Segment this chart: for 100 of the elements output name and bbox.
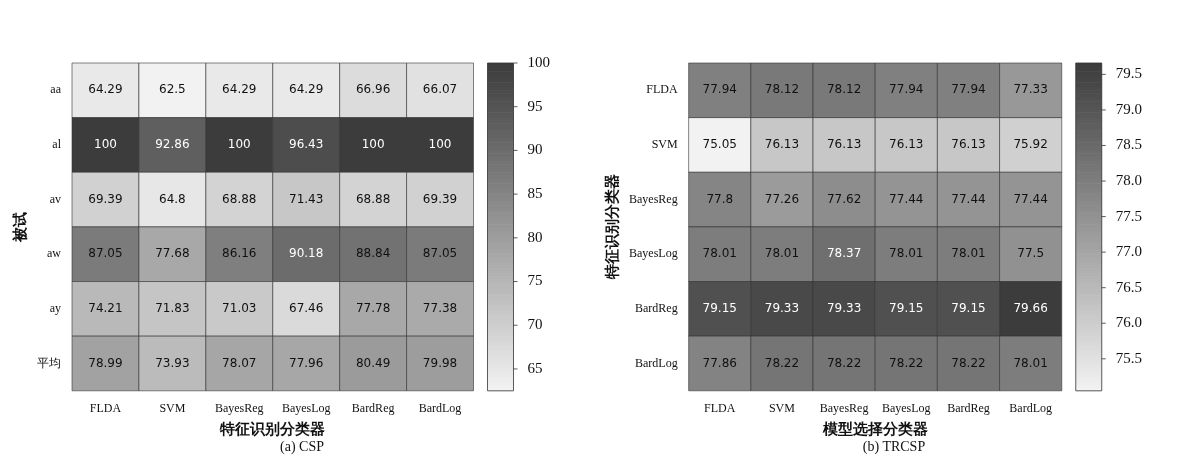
color-bar-label: 77.5 — [1115, 207, 1142, 224]
text: (a) CSP — [280, 439, 325, 456]
data-label: 78.22 — [826, 355, 862, 370]
data-label: 71.43 — [289, 191, 324, 206]
data-label: 78.01 — [702, 246, 737, 261]
data-label: 75.05 — [702, 137, 737, 152]
data-label: 80.49 — [355, 355, 391, 370]
color-bar-label: 90 — [527, 141, 543, 158]
color-bar-label: 76.5 — [1115, 278, 1142, 295]
color-bar-label: 79.5 — [1115, 65, 1142, 82]
x-tick-label: BardReg — [351, 401, 395, 416]
x-tick-label: BayesReg — [214, 401, 264, 416]
color-bar-label: 100 — [527, 53, 550, 70]
data-label: 79.15 — [889, 300, 924, 315]
color-bar-label: 78.5 — [1115, 136, 1142, 153]
y-tick-label: 平均 — [37, 355, 61, 370]
data-label: 76.13 — [826, 137, 862, 152]
data-label: 76.13 — [764, 137, 800, 152]
data-label: 88.84 — [355, 246, 391, 261]
text: (b) TRCSP — [862, 439, 926, 456]
data-label: 78.01 — [764, 246, 800, 261]
data-label: 77.86 — [702, 355, 737, 370]
data-label: 78.12 — [826, 82, 862, 97]
x-tick-label: SVM — [159, 401, 186, 416]
data-label: 79.33 — [764, 300, 800, 315]
x-tick-label: SVM — [768, 401, 796, 416]
y-tick-label: BayesReg — [629, 191, 678, 206]
data-label: 64.29 — [289, 82, 324, 97]
x-tick-label: BayesLog — [281, 401, 331, 416]
data-label: 77.96 — [289, 355, 324, 370]
data-label: 90.18 — [289, 246, 324, 261]
color-bar-label: 85 — [527, 185, 543, 202]
data-label: 77.33 — [1013, 82, 1048, 97]
data-label: 62.5 — [159, 82, 186, 97]
data-label: 87.05 — [422, 246, 458, 261]
data-label: 77.94 — [951, 82, 986, 97]
x-tick-label: BardReg — [947, 401, 990, 416]
data-label: 64.8 — [159, 191, 186, 206]
y-tick-label: FLDA — [646, 82, 678, 97]
color-bar-label: 75.5 — [1115, 349, 1142, 366]
data-label: 66.07 — [422, 82, 458, 97]
color-bar-label: 80 — [527, 228, 543, 245]
color-bar-label: 79.0 — [1115, 100, 1142, 117]
x-tick-label: FLDA — [89, 401, 122, 416]
data-label: 77.44 — [889, 191, 924, 206]
data-label: 78.12 — [764, 82, 800, 97]
y-tick-label: SVM — [651, 137, 678, 152]
y-tick-label: ay — [49, 301, 61, 316]
y-tick-label: BardLog — [635, 355, 678, 370]
data-label: 79.33 — [826, 300, 862, 315]
data-label: 77.44 — [1013, 191, 1048, 206]
data-label: 74.21 — [88, 300, 123, 315]
data-label: 77.94 — [702, 82, 737, 97]
y-tick-label: BayesLog — [629, 246, 678, 261]
data-label: 78.01 — [889, 246, 924, 261]
data-label: 66.96 — [355, 82, 391, 97]
data-label: 86.16 — [222, 246, 257, 261]
color-bar-label: 70 — [527, 316, 543, 333]
data-label: 78.99 — [88, 355, 123, 370]
data-label: 77.8 — [706, 191, 734, 206]
y-tick-label: aw — [47, 246, 62, 261]
y-tick-label: av — [49, 191, 61, 206]
y-tick-label: BardReg — [635, 301, 678, 316]
data-label: 76.13 — [889, 137, 924, 152]
data-label: 77.68 — [155, 246, 190, 261]
color-bar-label: 95 — [527, 97, 543, 114]
data-label: 68.88 — [222, 191, 257, 206]
data-label: 78.22 — [889, 355, 924, 370]
data-label: 78.37 — [826, 246, 862, 261]
data-label: 69.39 — [88, 191, 123, 206]
x-tick-label: BardLog — [418, 401, 462, 416]
data-label: 78.01 — [1013, 355, 1048, 370]
x-axis-title: 模型选择分类器 — [821, 421, 928, 438]
data-label: 100 — [94, 137, 117, 152]
data-label: 77.78 — [355, 300, 391, 315]
y-tick-label: aa — [50, 82, 62, 97]
data-label: 77.5 — [1017, 246, 1045, 261]
data-label: 96.43 — [289, 137, 324, 152]
data-label: 100 — [227, 137, 251, 152]
y-tick-label: al — [52, 137, 62, 152]
data-label: 69.39 — [422, 191, 458, 206]
data-label: 67.46 — [289, 300, 324, 315]
data-label: 79.66 — [1013, 300, 1048, 315]
data-label: 73.93 — [155, 355, 190, 370]
color-bar-label: 77.0 — [1115, 243, 1142, 260]
data-label: 77.94 — [889, 82, 924, 97]
y-axis-title: 特征识别分类器 — [603, 174, 620, 281]
data-label: 77.62 — [826, 191, 862, 206]
data-label: 79.15 — [951, 300, 986, 315]
color-bar-label: 65 — [527, 359, 543, 376]
data-label: 78.22 — [764, 355, 800, 370]
data-label: 64.29 — [222, 82, 257, 97]
data-label: 100 — [428, 137, 452, 152]
data-label: 77.44 — [951, 191, 986, 206]
color-bar-label: 75 — [527, 272, 543, 289]
color-bar-label: 76.0 — [1115, 314, 1142, 331]
color-bar-label: 78.0 — [1115, 171, 1142, 188]
data-label: 68.88 — [355, 191, 391, 206]
data-label: 78.22 — [951, 355, 986, 370]
data-label: 76.13 — [951, 137, 986, 152]
